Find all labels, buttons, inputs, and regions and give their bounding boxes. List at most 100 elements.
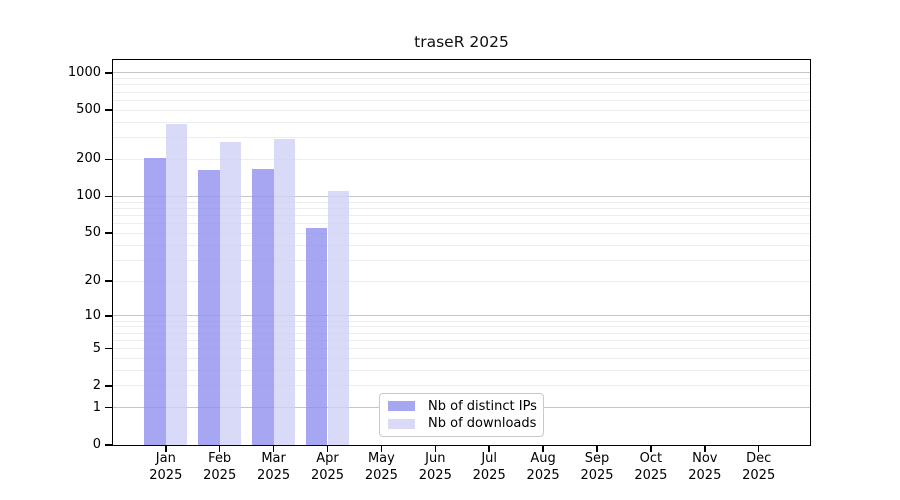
y-tick-10: [105, 315, 113, 317]
gridline-600: [113, 99, 810, 101]
legend-swatch-downloads: [388, 418, 415, 430]
bar-apr-downloads: [327, 191, 350, 445]
x-tick-month: Sep: [584, 451, 610, 466]
x-tick-mar: [272, 445, 275, 452]
y-tick-1: [105, 406, 113, 409]
x-tick-oct: [650, 445, 652, 452]
gridline-10: [113, 315, 810, 317]
x-tick-year: 2025: [149, 467, 183, 483]
gridline-3: [113, 369, 810, 371]
y-tick-0: [105, 444, 113, 446]
x-tick-label-apr: Apr 2025: [298, 451, 358, 484]
y-tick-label-500: 500: [76, 102, 101, 118]
legend-item-downloads: Nb of downloads: [380, 416, 543, 431]
x-tick-jul: [488, 445, 490, 452]
gridline-400: [113, 121, 810, 123]
gridline-90: [113, 201, 810, 203]
x-tick-jan: [165, 445, 167, 452]
y-tick-5: [105, 347, 113, 350]
x-tick-may: [380, 445, 383, 452]
x-tick-month: Feb: [208, 451, 232, 466]
bar-jan-downloads: [165, 123, 188, 445]
bar-mar-downloads: [273, 138, 296, 445]
gridline-700: [113, 91, 810, 93]
y-tick-label-1: 1: [92, 399, 101, 415]
x-tick-year: 2025: [580, 467, 614, 483]
x-tick-year: 2025: [526, 467, 560, 483]
gridline-30: [113, 259, 810, 261]
bar-feb-downloads: [219, 141, 242, 445]
x-tick-jun: [434, 445, 437, 452]
bar-jan-ips: [144, 158, 166, 445]
x-tick-nov: [704, 445, 706, 452]
legend-label-downloads: Nb of downloads: [428, 416, 537, 432]
x-tick-label-sep: Sep 2025: [567, 451, 627, 484]
x-tick-month: Dec: [746, 451, 772, 466]
gridline-2: [113, 385, 810, 387]
gridline-200: [113, 158, 810, 160]
y-tick-label-0: 0: [92, 437, 101, 452]
x-tick-year: 2025: [742, 467, 776, 483]
legend-label-distinct-ips: Nb of distinct IPs: [428, 398, 537, 414]
y-tick-50: [105, 232, 113, 235]
legend: Nb of distinct IPs Nb of downloads: [379, 393, 544, 437]
y-tick-500: [105, 109, 113, 111]
gridline-20: [113, 280, 810, 282]
x-tick-aug: [542, 445, 544, 452]
gridline-1000: [113, 72, 810, 74]
gridline-80: [113, 207, 810, 209]
y-tick-label-200: 200: [76, 151, 101, 167]
y-tick-label-20: 20: [84, 273, 101, 289]
x-tick-label-jan: Jan 2025: [136, 451, 196, 484]
y-tick-label-1000: 1000: [67, 64, 101, 80]
x-tick-month: Oct: [639, 451, 663, 466]
gridline-50: [113, 232, 810, 234]
x-tick-label-feb: Feb 2025: [190, 451, 250, 484]
x-tick-year: 2025: [203, 467, 237, 483]
x-tick-label-mar: Mar 2025: [244, 451, 304, 484]
x-tick-label-dec: Dec 2025: [729, 451, 789, 484]
x-tick-month: Apr: [316, 451, 339, 466]
x-tick-feb: [218, 445, 221, 452]
gridline-800: [113, 84, 810, 86]
x-tick-label-nov: Nov 2025: [675, 451, 735, 484]
y-tick-label-10: 10: [84, 307, 101, 323]
gridline-40: [113, 244, 810, 246]
x-tick-label-jun: Jun 2025: [405, 451, 465, 484]
bar-apr-ips: [305, 228, 328, 445]
x-tick-label-aug: Aug 2025: [513, 451, 573, 484]
bar-feb-ips: [198, 169, 220, 445]
x-tick-sep: [596, 445, 598, 452]
plot-area: [113, 60, 810, 445]
x-tick-apr: [326, 445, 329, 452]
gridline-70: [113, 214, 810, 216]
x-tick-year: 2025: [472, 467, 506, 483]
x-tick-year: 2025: [688, 467, 722, 483]
bar-mar-ips: [252, 168, 274, 445]
y-tick-200: [105, 158, 113, 161]
x-tick-month: Jan: [155, 451, 176, 466]
gridline-8: [113, 326, 810, 328]
y-tick-2: [105, 385, 113, 387]
gridline-300: [113, 137, 810, 139]
gridline-7: [113, 332, 810, 334]
x-tick-month: May: [367, 451, 395, 466]
x-tick-month: Jun: [425, 451, 446, 466]
x-tick-year: 2025: [634, 467, 668, 483]
y-tick-label-50: 50: [84, 225, 101, 241]
x-tick-label-may: May 2025: [351, 451, 411, 484]
x-tick-dec: [757, 445, 760, 452]
x-tick-month: Nov: [692, 451, 718, 466]
gridline-4: [113, 357, 810, 359]
legend-item-distinct-ips: Nb of distinct IPs: [380, 399, 543, 414]
x-tick-year: 2025: [364, 467, 398, 483]
gridline-6: [113, 339, 810, 341]
gridline-500: [113, 109, 810, 111]
gridline-900: [113, 78, 810, 80]
chart-title: traseR 2025: [414, 33, 509, 51]
x-tick-year: 2025: [310, 467, 345, 483]
y-tick-100: [105, 195, 113, 198]
y-tick-1000: [105, 72, 113, 74]
x-tick-year: 2025: [257, 467, 291, 483]
